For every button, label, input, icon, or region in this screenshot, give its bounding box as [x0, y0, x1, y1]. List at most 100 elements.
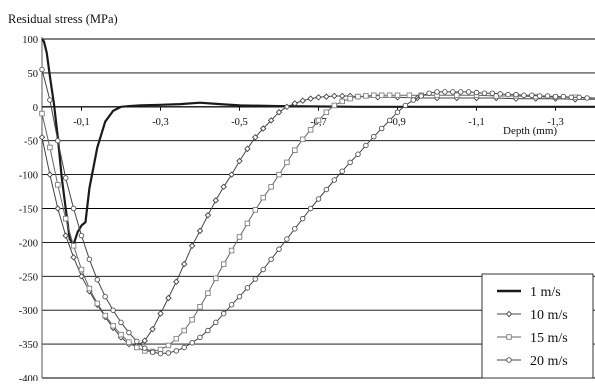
x-tick-label: -0,1	[73, 117, 90, 128]
y-tick-label: -400	[19, 374, 38, 381]
data-point	[307, 95, 314, 102]
data-point	[505, 310, 513, 318]
data-point	[165, 350, 172, 356]
data-point	[394, 92, 401, 99]
data-point	[338, 92, 346, 100]
data-point	[347, 159, 353, 166]
y-tick-label: -150	[19, 205, 38, 216]
data-point	[173, 348, 180, 354]
data-point	[394, 109, 401, 115]
data-point	[331, 92, 338, 100]
data-point	[213, 319, 219, 326]
data-point	[529, 92, 535, 99]
data-point	[134, 338, 140, 345]
data-point	[506, 334, 512, 340]
data-point	[189, 339, 195, 346]
data-point	[55, 182, 61, 188]
data-point	[568, 94, 575, 101]
data-point	[228, 171, 235, 178]
data-point	[102, 312, 108, 319]
data-point	[62, 232, 69, 239]
data-point	[252, 134, 259, 141]
legend-label: 20 m/s	[530, 354, 568, 369]
data-point	[378, 125, 385, 132]
data-point	[39, 66, 45, 73]
data-point	[205, 290, 211, 297]
data-point	[323, 109, 330, 115]
data-point	[118, 331, 124, 338]
data-point	[110, 307, 116, 313]
data-point	[260, 194, 266, 201]
y-tick-label: 0	[33, 103, 38, 114]
data-point	[402, 102, 409, 109]
data-point	[315, 94, 322, 101]
data-point	[197, 334, 203, 341]
data-point	[267, 117, 275, 124]
data-point	[110, 323, 116, 329]
data-point	[236, 293, 243, 300]
data-point	[347, 95, 353, 102]
y-tick-label: -250	[19, 272, 38, 283]
data-point	[188, 242, 196, 250]
data-point	[46, 171, 54, 178]
data-point	[481, 90, 488, 96]
data-point	[220, 183, 227, 191]
data-point	[220, 261, 227, 267]
data-point	[196, 227, 204, 235]
x-tick-label: -1,1	[468, 117, 485, 128]
data-point	[102, 293, 108, 300]
data-point	[489, 90, 496, 96]
data-point	[134, 344, 140, 351]
y-tick-label: 100	[22, 35, 38, 46]
data-point	[299, 97, 306, 104]
data-point	[355, 151, 361, 158]
y-tick-label: -50	[24, 137, 38, 148]
legend-label: 10 m/s	[530, 308, 568, 323]
data-point	[244, 220, 251, 227]
data-point	[220, 310, 227, 317]
data-point	[86, 256, 93, 263]
data-point	[418, 93, 424, 99]
data-point	[244, 145, 251, 153]
data-point	[323, 93, 330, 100]
data-point	[205, 327, 211, 334]
data-point	[378, 92, 385, 99]
data-point	[339, 168, 345, 174]
data-point	[141, 345, 148, 351]
data-point	[78, 273, 85, 280]
data-point	[283, 103, 291, 111]
series-20-m-s	[39, 66, 595, 357]
data-point	[252, 276, 259, 282]
data-point	[70, 243, 77, 249]
data-point	[180, 260, 188, 268]
data-point	[260, 266, 266, 273]
data-point	[213, 275, 219, 282]
data-point	[70, 205, 77, 212]
data-point	[371, 133, 377, 140]
data-point	[228, 302, 235, 308]
y-tick-label: -200	[19, 238, 38, 249]
data-point	[181, 327, 187, 334]
data-point	[54, 205, 62, 212]
data-point	[55, 137, 61, 144]
data-point	[307, 127, 314, 133]
data-point	[584, 95, 590, 101]
data-point	[252, 207, 259, 213]
data-point	[506, 357, 512, 363]
data-point	[513, 91, 519, 98]
data-point	[173, 278, 180, 285]
data-point	[434, 89, 440, 95]
data-point	[276, 171, 282, 178]
data-point	[284, 236, 290, 242]
data-point	[536, 93, 543, 99]
data-point	[454, 92, 460, 99]
data-point	[149, 325, 156, 333]
data-point	[576, 94, 582, 101]
data-point	[473, 89, 480, 96]
data-point	[552, 93, 559, 100]
data-point	[165, 342, 172, 349]
data-point	[157, 310, 164, 317]
data-point	[149, 349, 156, 355]
